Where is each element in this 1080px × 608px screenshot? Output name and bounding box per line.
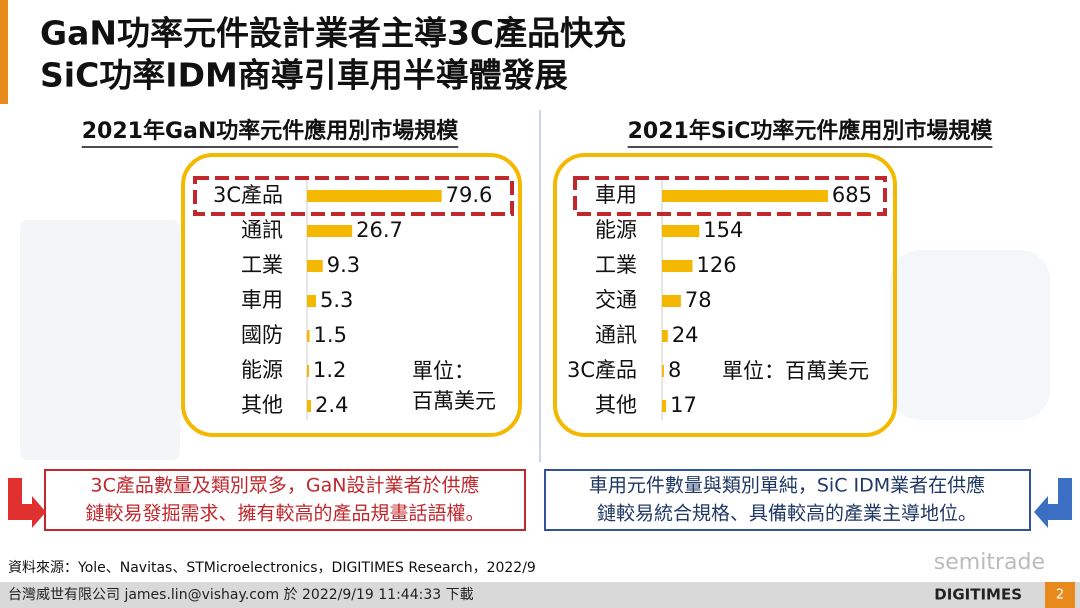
value-label: 126 [697,253,737,277]
callout-text: 3C產品數量及類別眾多，GaN設計業者於供應 [91,474,480,497]
category-label: 工業 [595,253,637,277]
bar [307,225,353,237]
value-label: 154 [703,218,743,242]
arrow [8,478,46,528]
accent-bar [0,0,8,104]
unit-label: 單位： [412,359,475,383]
category-label: 通訊 [241,218,283,242]
bar [307,330,310,342]
unit-label: 單位：百萬美元 [722,359,869,383]
slide-title: SiC功率IDM商導引車用半導體發展 [40,56,568,95]
bar [307,260,323,272]
bar [307,190,442,202]
bar [662,365,664,377]
category-label: 能源 [241,358,283,382]
watermark: semitrade [934,550,1045,575]
category-label: 國防 [241,323,283,347]
value-label: 2.4 [315,393,348,417]
bar [307,295,316,307]
category-label: 其他 [241,393,283,417]
category-label: 車用 [241,288,283,312]
bar [662,190,828,202]
callout-text: 車用元件數量與類別單純，SiC IDM業者在供應 [589,474,985,497]
callout-box [544,469,1031,531]
value-label: 26.7 [356,218,403,242]
category-label: 交通 [595,288,637,312]
footer: 台灣威世有限公司 james.lin@vishay.com 於 2022/9/1… [8,587,474,603]
callout-text: 鏈較易發掘需求、擁有較高的產品規畫話語權。 [85,503,484,525]
bar [662,260,693,272]
highlight-box [193,176,514,216]
footer-bar [0,582,1080,608]
value-label: 1.2 [313,358,346,382]
chart-title: 2021年GaN功率元件應用別市場規模 [82,118,460,144]
source: 資料來源：Yole、Navitas、STMicroelectronics，DIG… [8,560,536,576]
category-label: 3C產品 [567,358,637,382]
category-label: 通訊 [595,323,637,347]
frame [181,153,522,437]
bar [662,400,667,412]
value-label: 9.3 [327,253,360,277]
page-box [1045,582,1075,608]
highlight-box [573,176,887,216]
page-number: 2 [1056,588,1064,603]
frame [553,153,897,437]
value-label: 8 [668,358,681,382]
value-label: 79.6 [446,183,493,207]
logo: DIGITIMES [934,586,1022,604]
bar [662,295,681,307]
unit-label: 百萬美元 [412,389,496,413]
value-label: 5.3 [320,288,353,312]
arrow [1034,478,1072,528]
category-label: 能源 [595,218,637,242]
value-label: 685 [832,183,872,207]
value-label: 1.5 [314,323,347,347]
slide-title: GaN功率元件設計業者主導3C產品快充 [40,14,626,53]
bar [662,330,668,342]
chart-title: 2021年SiC功率元件應用別市場規模 [628,118,994,144]
category-label: 其他 [595,393,637,417]
category-label: 車用 [595,183,637,207]
value-label: 24 [672,323,699,347]
category-label: 工業 [241,253,283,277]
value-label: 78 [685,288,712,312]
callout-text: 鏈較易統合規格、具備較高的產業主導地位。 [597,503,977,525]
car-image [890,250,1050,420]
bar [307,400,312,412]
charger-image [20,220,180,460]
callout-box [44,469,526,531]
category-label: 3C產品 [213,183,283,207]
value-label: 17 [670,393,697,417]
bar [662,225,700,237]
bar [307,365,310,377]
